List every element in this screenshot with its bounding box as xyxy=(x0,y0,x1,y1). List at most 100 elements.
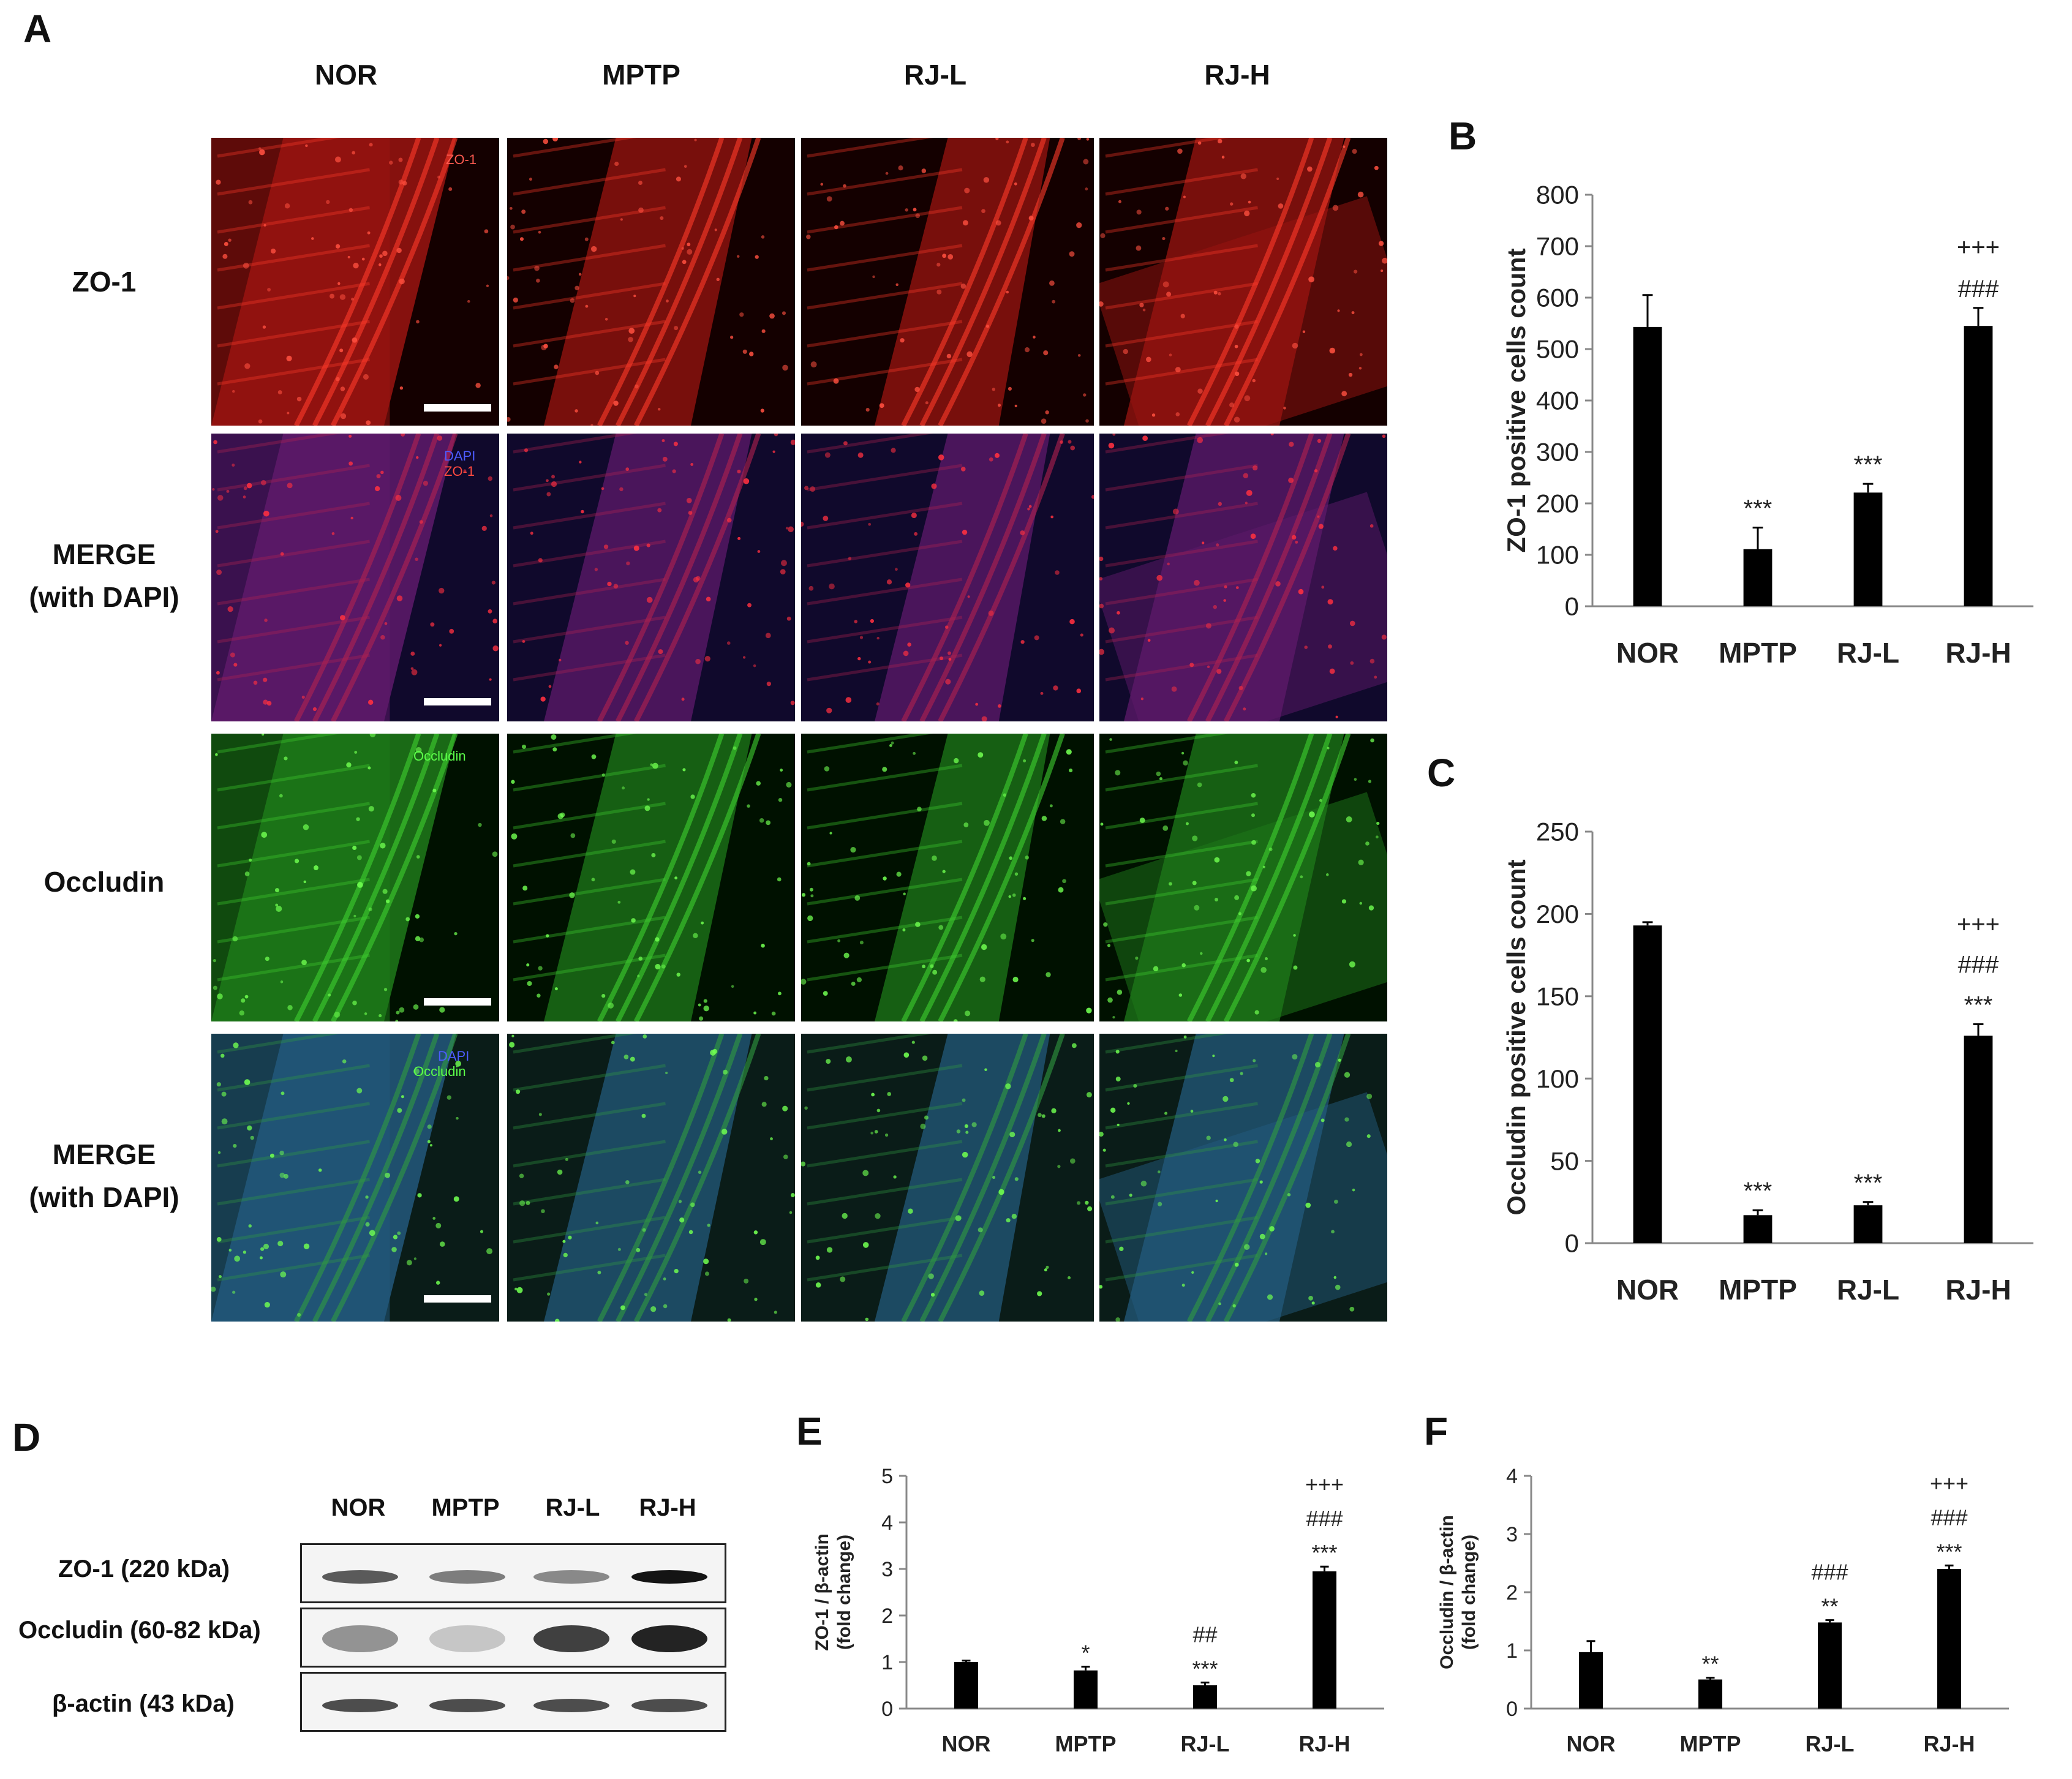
significance-label: +++ xyxy=(1930,1470,1968,1495)
y-axis-label-line1: Occludin / β-actin xyxy=(1437,1515,1457,1669)
significance-label: *** xyxy=(1192,1656,1218,1681)
row-label-merge-1: MERGE (with DAPI) xyxy=(6,533,202,619)
y-tick-label: 700 xyxy=(1536,232,1579,261)
x-tick-label: MPTP xyxy=(1055,1731,1116,1756)
wb-blot-occludin xyxy=(300,1608,726,1668)
wb-band xyxy=(322,1699,398,1712)
x-tick-label: RJ-H xyxy=(1945,637,2011,669)
bar-rj-l xyxy=(1193,1685,1217,1709)
y-tick-label: 3 xyxy=(881,1558,893,1581)
chart-svg-E: 0 1 2 3 4 5 NOR MPTP * RJ-L *** ## RJ-H *** ### +++ ZO-1… xyxy=(812,1465,1384,1756)
bar-rj-l xyxy=(1853,492,1883,606)
micrograph-merge-zo1-rjl xyxy=(801,434,1094,721)
bar-nor xyxy=(1633,326,1662,606)
significance-label: *** xyxy=(1964,991,1993,1018)
significance-label: *** xyxy=(1936,1539,1962,1564)
x-tick-label: NOR xyxy=(1616,637,1679,669)
wb-band xyxy=(322,1570,398,1584)
y-tick-label: 200 xyxy=(1536,489,1579,518)
chart-zo1-positive-cells: 0 100 200 300 400 500 600 700 800 NOR MPTP *** RJ-L *… xyxy=(1452,165,2052,698)
wb-lane-rjh: RJ-H xyxy=(639,1494,696,1521)
y-tick-label: 4 xyxy=(881,1511,893,1535)
significance-label: ### xyxy=(1958,276,1999,303)
panel-letter-f: F xyxy=(1424,1409,1449,1453)
micrograph-merge-zo1-rjh xyxy=(1099,434,1387,721)
column-label-rjl: RJ-L xyxy=(903,59,967,91)
micrograph-occludin-rjh xyxy=(1099,734,1387,1021)
wb-band xyxy=(533,1570,609,1584)
y-tick-label: 800 xyxy=(1536,181,1579,209)
wb-band xyxy=(533,1625,609,1652)
column-label-rjh: RJ-H xyxy=(1204,59,1270,91)
bar-nor xyxy=(1579,1652,1603,1709)
row-label-occludin-text: Occludin xyxy=(43,866,165,898)
bar-mptp xyxy=(1698,1679,1722,1709)
y-tick-label: 250 xyxy=(1536,818,1579,846)
wb-band xyxy=(533,1699,609,1712)
wb-label-occludin: Occludin (60-82 kDa) xyxy=(18,1617,261,1644)
x-tick-label: RJ-H xyxy=(1945,1274,2011,1306)
significance-label: *** xyxy=(1744,1178,1773,1205)
micrograph-occludin-nor xyxy=(211,734,499,1021)
x-tick-label: NOR xyxy=(1567,1731,1616,1756)
significance-label: ** xyxy=(1701,1652,1719,1677)
micrograph-merge-occludin-rjh xyxy=(1099,1034,1387,1322)
significance-label: ### xyxy=(1958,951,1999,978)
panel-letter-d: D xyxy=(12,1415,41,1459)
stain-label-dapi-1: DAPI xyxy=(444,448,476,464)
y-tick-label: 3 xyxy=(1506,1523,1518,1546)
significance-label: ## xyxy=(1192,1622,1217,1647)
micrograph-zo1-rjl xyxy=(801,138,1094,426)
significance-label: +++ xyxy=(1957,911,2000,938)
x-tick-label: MPTP xyxy=(1679,1731,1741,1756)
micrograph-occludin-rjl xyxy=(801,734,1094,1021)
micrograph-merge-occludin-nor xyxy=(211,1034,499,1322)
panel-letter-b: B xyxy=(1449,114,1477,158)
wb-blot-beta-actin xyxy=(300,1672,726,1732)
significance-label: *** xyxy=(1854,1170,1883,1197)
stain-label-zo1: ZO-1 xyxy=(446,152,477,167)
micrograph-merge-zo1-nor xyxy=(211,434,499,721)
micrograph-zo1-rjh xyxy=(1099,138,1387,426)
y-axis-label: Occludin positive cells count xyxy=(1502,859,1531,1215)
chart-svg-C: 0 50 100 150 200 250 NOR MPTP *** RJ-L *** RJ-H *** #… xyxy=(1502,818,2033,1306)
x-tick-label: RJ-H xyxy=(1298,1731,1350,1756)
scale-bar-4 xyxy=(424,1295,491,1303)
row-label-merge-2-line1: MERGE xyxy=(52,1138,156,1170)
significance-label: ** xyxy=(1821,1594,1838,1619)
column-label-mptp: MPTP xyxy=(602,59,680,91)
y-tick-label: 0 xyxy=(1506,1698,1518,1721)
stain-label-occludin-merge: Occludin xyxy=(413,1064,466,1079)
significance-label: *** xyxy=(1854,451,1883,478)
micrograph-occludin-mptp xyxy=(507,734,795,1021)
chart-occludin-positive-cells: 0 50 100 150 200 250 NOR MPTP *** RJ-L *** RJ-H *** #… xyxy=(1452,802,2052,1335)
significance-label: ### xyxy=(1931,1505,1967,1530)
panel-letter-e: E xyxy=(796,1409,823,1453)
significance-label: *** xyxy=(1311,1540,1337,1565)
y-tick-label: 500 xyxy=(1536,335,1579,364)
bar-rj-h xyxy=(1964,1036,1993,1243)
stain-label-dapi-2: DAPI xyxy=(438,1048,470,1064)
x-tick-label: RJ-L xyxy=(1837,1274,1899,1306)
x-tick-label: NOR xyxy=(942,1731,991,1756)
micrograph-merge-occludin-rjl xyxy=(801,1034,1094,1322)
wb-band xyxy=(322,1625,398,1652)
panel-letter-a: A xyxy=(23,7,52,51)
wb-band xyxy=(631,1625,707,1652)
x-tick-label: MPTP xyxy=(1719,1274,1797,1306)
y-tick-label: 400 xyxy=(1536,386,1579,415)
significance-label: ### xyxy=(1306,1506,1343,1531)
column-label-nor: NOR xyxy=(314,59,378,91)
y-tick-label: 50 xyxy=(1550,1146,1579,1175)
row-label-merge-2-line2: (with DAPI) xyxy=(29,1181,179,1213)
x-tick-label: RJ-L xyxy=(1806,1731,1855,1756)
bar-nor xyxy=(1633,925,1662,1243)
wb-band xyxy=(631,1570,707,1584)
y-tick-label: 5 xyxy=(881,1465,893,1488)
y-tick-label: 1 xyxy=(1506,1639,1518,1663)
y-tick-label: 0 xyxy=(1565,592,1579,621)
y-tick-label: 100 xyxy=(1536,1064,1579,1093)
row-label-occludin: Occludin xyxy=(6,860,202,903)
y-tick-label: 100 xyxy=(1536,541,1579,570)
y-axis-label: ZO-1 positive cells count xyxy=(1502,248,1531,552)
